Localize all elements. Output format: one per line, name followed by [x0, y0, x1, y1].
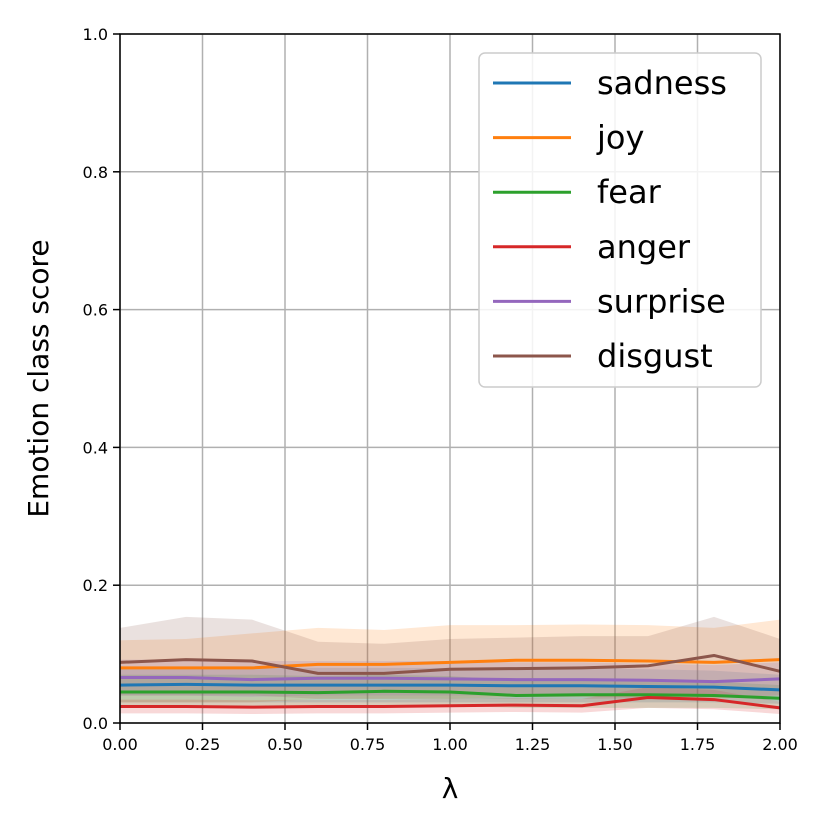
y-tick-label: 0.4: [83, 438, 108, 457]
legend: sadness joy fear anger surprise disgust: [478, 52, 762, 388]
legend-label-anger: anger: [597, 228, 691, 266]
x-axis-label: λ: [442, 772, 459, 805]
y-axis-label: Emotion class score: [22, 239, 55, 517]
x-tick-label: 1.25: [515, 735, 551, 754]
line-fear: [120, 689, 781, 700]
legend-label-disgust: disgust: [597, 337, 713, 375]
legend-label-joy: joy: [596, 119, 644, 157]
line-anger: [120, 696, 781, 710]
x-tick-label: 0.75: [350, 735, 386, 754]
legend-label-fear: fear: [597, 173, 662, 211]
y-tick-label: 0.2: [83, 576, 108, 595]
y-tick-label: 0.0: [83, 714, 108, 733]
x-tick-label: 0.50: [267, 735, 303, 754]
x-tick-label: 1.50: [597, 735, 633, 754]
legend-label-surprise: surprise: [597, 282, 726, 320]
x-tick-label: 0.00: [102, 735, 138, 754]
x-tick-label: 1.00: [432, 735, 468, 754]
y-tick-label: 0.8: [83, 163, 108, 182]
axis-ticks: 0.00 0.25 0.50 0.75 1.00 1.25 1.50 1.75 2.00 0.0 0…: [83, 25, 798, 754]
x-tick-label: 1.75: [680, 735, 716, 754]
y-tick-label: 0.6: [83, 301, 108, 320]
x-tick-label: 0.25: [185, 735, 221, 754]
y-tick-label: 1.0: [83, 25, 108, 44]
line-sadness: [119, 682, 781, 692]
line-disgust: [119, 653, 781, 675]
series-lines: [119, 653, 781, 710]
x-tick-label: 2.00: [762, 735, 798, 754]
line-surprise: [120, 676, 781, 684]
legend-label-sadness: sadness: [597, 64, 727, 102]
